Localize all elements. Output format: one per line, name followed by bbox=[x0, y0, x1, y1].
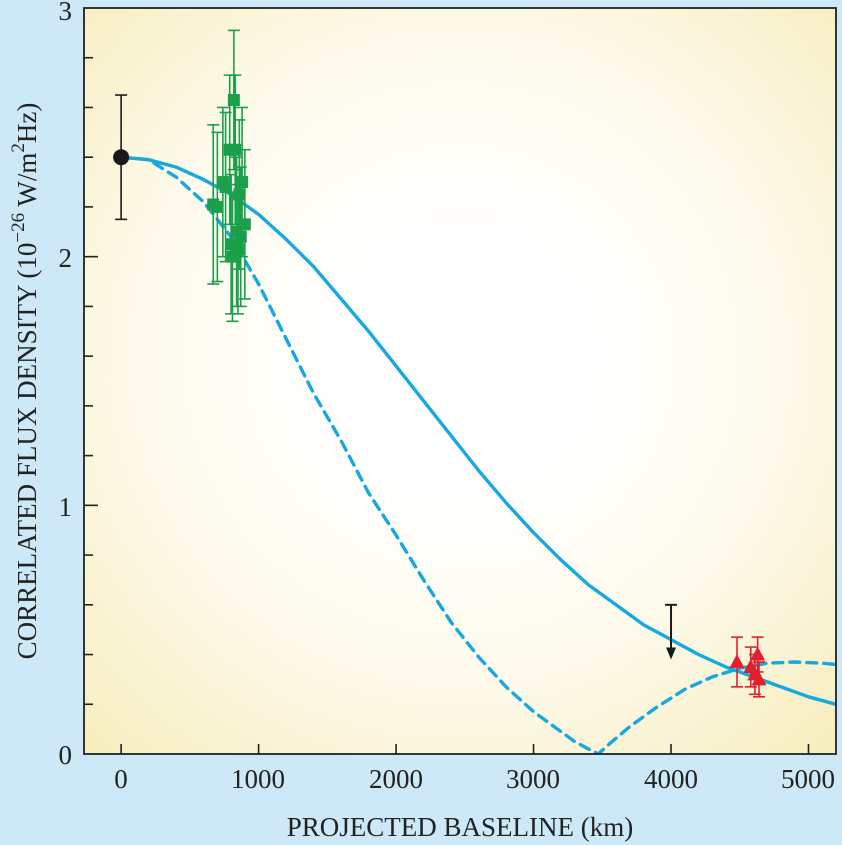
y-axis-title: CORRELATED FLUX DENSITY (10−26 W/m2Hz) bbox=[8, 103, 42, 660]
plot-frame bbox=[83, 7, 837, 755]
short-baseline-point-13 bbox=[236, 176, 249, 189]
short-baseline-point-8 bbox=[229, 143, 242, 156]
long-baseline-point-4 bbox=[751, 671, 767, 686]
y-axis-title-exponent: −26 bbox=[8, 213, 29, 243]
short-baseline-point-7 bbox=[227, 94, 240, 107]
y-tick-labels: 0 1 2 3 bbox=[59, 0, 73, 770]
x-tick-labels: 0 1000 2000 3000 4000 5000 bbox=[114, 764, 835, 794]
y-tick-label-0: 0 bbox=[59, 740, 73, 770]
y-axis-title-unit-exponent: 2 bbox=[8, 143, 29, 153]
single-dish-point-0 bbox=[113, 149, 130, 166]
data-markers bbox=[113, 29, 767, 698]
x-tick-label-1000: 1000 bbox=[231, 764, 285, 794]
x-tick-label-0: 0 bbox=[114, 764, 128, 794]
short-baseline-point-14 bbox=[238, 218, 251, 231]
short-baseline-point-11 bbox=[233, 188, 246, 201]
long-baseline-point-3 bbox=[750, 646, 766, 661]
short-baseline-point-10 bbox=[231, 243, 244, 256]
upper-limit-head-0 bbox=[666, 647, 677, 660]
y-axis-title-unit: W/m bbox=[12, 153, 42, 213]
long-baseline-point-0 bbox=[729, 653, 745, 668]
x-tick-label-2000: 2000 bbox=[369, 764, 423, 794]
upper-limit-arrow-0 bbox=[665, 603, 678, 660]
y-tick-label-3: 3 bbox=[59, 0, 73, 26]
short-baseline-point-1 bbox=[211, 200, 224, 213]
y-tick-label-1: 1 bbox=[59, 492, 73, 522]
x-axis-title: PROJECTED BASELINE (km) bbox=[287, 812, 634, 842]
ring-model-curve bbox=[119, 155, 836, 754]
short-baseline-point-12 bbox=[234, 230, 247, 243]
y-axis-title-unit-end: Hz) bbox=[12, 103, 42, 143]
x-tick-label-5000: 5000 bbox=[781, 764, 835, 794]
x-tick-label-3000: 3000 bbox=[506, 764, 560, 794]
y-axis-title-main: CORRELATED FLUX DENSITY (10 bbox=[12, 243, 42, 660]
short-baseline-point-3 bbox=[219, 181, 232, 194]
axis-ticks bbox=[84, 56, 810, 754]
plot-background bbox=[84, 8, 836, 754]
x-tick-label-4000: 4000 bbox=[644, 764, 698, 794]
y-tick-label-2: 2 bbox=[59, 243, 73, 273]
